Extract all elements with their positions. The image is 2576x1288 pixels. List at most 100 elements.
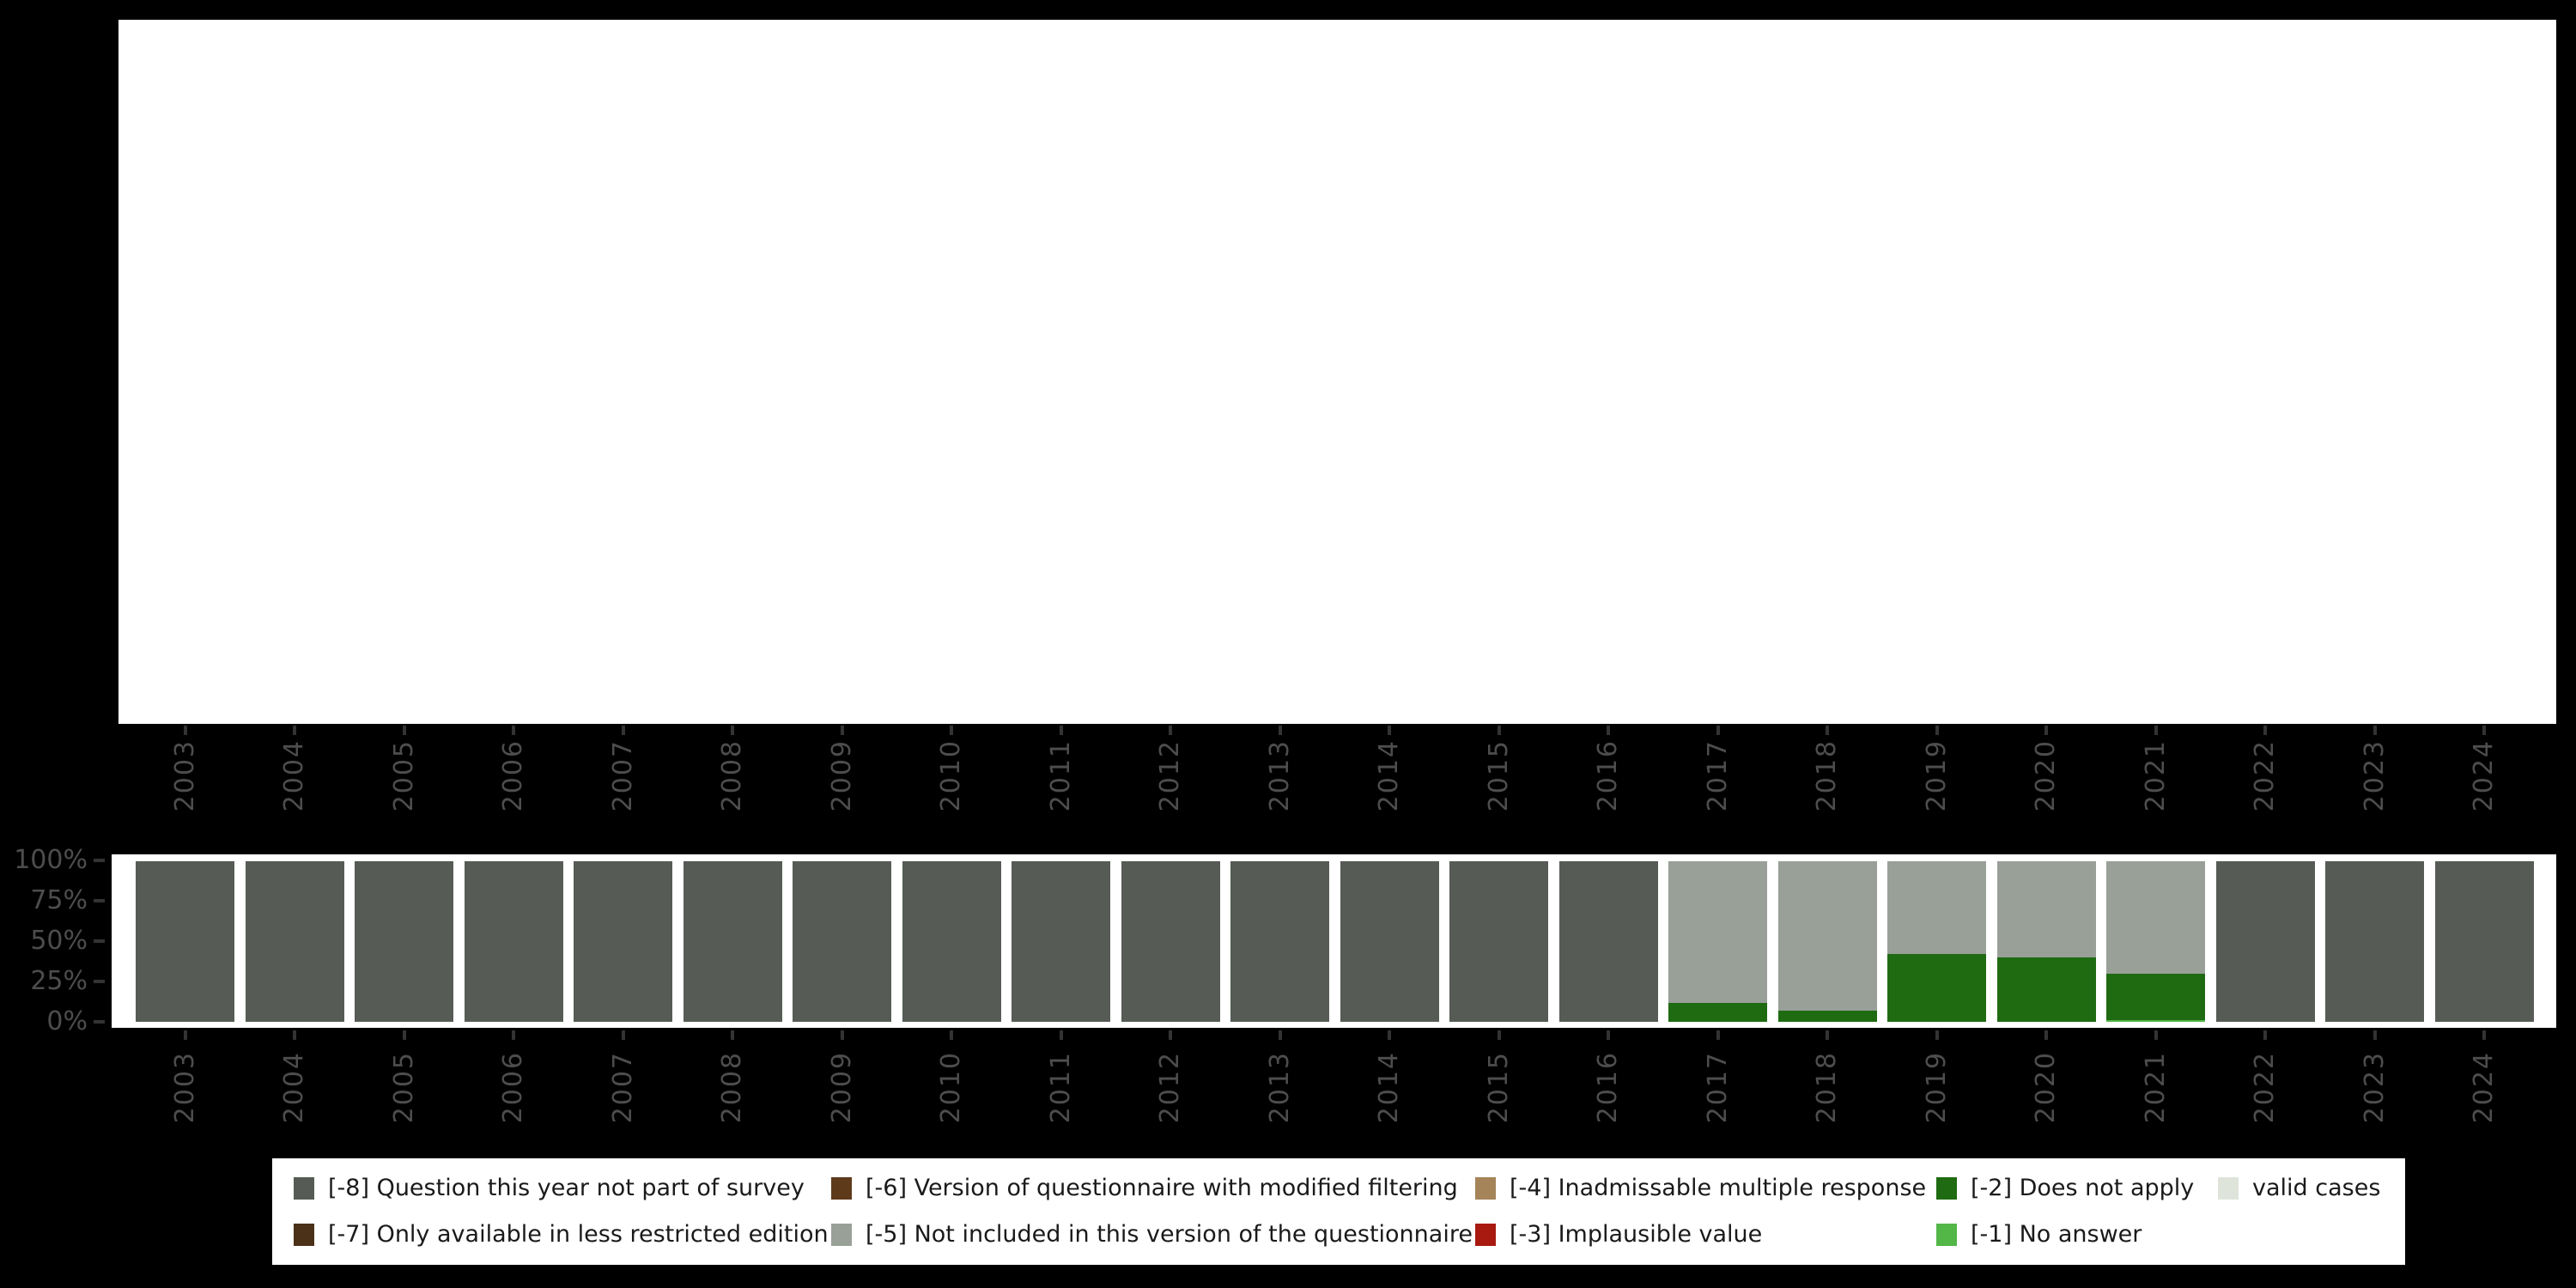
bar-cell-2018 [1773, 861, 1883, 1022]
legend-label-valid: valid cases [2252, 1175, 2381, 1202]
x-axis-year-label: 2006 [498, 739, 529, 812]
x-axis-year-label: 2016 [1593, 1051, 1624, 1124]
bar-segment--8 [1012, 861, 1111, 1022]
x-axis-cell [2211, 1030, 2321, 1041]
x-axis-cell: 2012 [1116, 1051, 1226, 1144]
y-axis-tick [94, 939, 105, 943]
x-axis-cell [1116, 1030, 1226, 1041]
bar-segment--8 [2325, 861, 2425, 1022]
x-axis-year-label: 2021 [2140, 739, 2171, 812]
bar-segment--8 [2434, 861, 2534, 1022]
bar-segment--8 [1121, 861, 1220, 1022]
legend-label--3: [-3] Implausible value [1510, 1221, 1763, 1249]
stacked-bar-2021 [2106, 861, 2206, 1022]
stacked-bar-2019 [1887, 861, 1987, 1022]
x-axis-cell: 2010 [897, 1051, 1007, 1144]
x-axis-cell [1335, 1030, 1445, 1041]
x-axis-cell: 2016 [1554, 739, 1664, 832]
x-axis-tick [1059, 726, 1063, 735]
legend-item--7: [-7] Only available in less restricted e… [294, 1222, 831, 1248]
bar-cell-2011 [1006, 861, 1116, 1022]
x-axis-tick [2482, 726, 2487, 735]
stacked-bar-2014 [1340, 861, 1439, 1022]
x-axis-tick [2372, 1030, 2377, 1040]
x-axis-year-label: 2014 [1374, 1051, 1405, 1124]
bar-segment--5 [2106, 861, 2206, 974]
x-axis-year-label: 2015 [1483, 739, 1514, 812]
x-axis-year-label: 2020 [2031, 1051, 2062, 1124]
x-axis-cell: 2013 [1225, 1051, 1335, 1144]
stacked-bar-2024 [2434, 861, 2534, 1022]
x-axis-year-label: 2005 [388, 1051, 419, 1124]
x-axis-cell [2101, 726, 2211, 736]
legend-swatch-valid [2218, 1177, 2239, 1200]
x-axis-cell: 2008 [678, 739, 788, 832]
x-axis-year-label: 2009 [826, 1051, 857, 1124]
x-axis-year-label: 2004 [279, 739, 310, 812]
x-axis-tick [731, 726, 735, 735]
x-axis-cell [131, 726, 240, 736]
bar-segment--8 [793, 861, 892, 1022]
bar-cell-2006 [459, 861, 569, 1022]
y-axis-label: 100% [14, 845, 88, 875]
x-axis-cell: 2009 [787, 739, 897, 832]
x-axis-tick [1935, 726, 1939, 735]
x-axis-cell [240, 726, 350, 736]
x-axis-cell: 2013 [1225, 739, 1335, 832]
x-axis-tick [1716, 1030, 1720, 1040]
x-axis-cell: 2024 [2430, 739, 2540, 832]
x-axis-tick [2482, 1030, 2487, 1040]
stacked-bar-2018 [1777, 861, 1877, 1022]
x-axis-cell [787, 726, 897, 736]
x-axis-cell [678, 1030, 788, 1041]
x-axis-cell [1992, 1030, 2102, 1041]
x-axis-cell [349, 726, 459, 736]
x-axis-cell [1882, 1030, 1992, 1041]
x-axis-tick [293, 726, 297, 735]
x-axis-year-label: 2008 [717, 1051, 748, 1124]
bar-segment--8 [683, 861, 782, 1022]
stacked-bar-2008 [683, 861, 782, 1022]
x-axis-cell [787, 1030, 897, 1041]
x-axis-year-label: 2018 [1812, 739, 1843, 812]
x-axis-tick [950, 1030, 954, 1040]
x-axis-year-label: 2023 [2359, 1051, 2390, 1124]
x-axis-tick [2044, 1030, 2049, 1040]
x-axis-tick [621, 726, 625, 735]
legend-swatch--5 [831, 1224, 852, 1246]
x-axis-year-label: 2021 [2140, 1051, 2171, 1124]
x-axis-tick [1278, 726, 1282, 735]
x-axis-cell: 2007 [568, 1051, 678, 1144]
x-axis-cell [349, 1030, 459, 1041]
bar-segment--8 [574, 861, 673, 1022]
x-axis-cell: 2005 [349, 739, 459, 832]
stacked-bar-2009 [793, 861, 892, 1022]
x-axis-cell: 2015 [1444, 739, 1554, 832]
x-axis-cell: 2006 [459, 739, 569, 832]
bar-segment--8 [2215, 861, 2315, 1022]
stacked-bars-region [131, 861, 2539, 1022]
x-axis-cell [678, 726, 788, 736]
x-axis-tick [1607, 1030, 1611, 1040]
x-axis-year-label: 2017 [1702, 1051, 1733, 1124]
x-axis-tick [1278, 1030, 1282, 1040]
x-axis-year-label: 2013 [1264, 1051, 1295, 1124]
legend-item--5: [-5] Not included in this version of the… [831, 1222, 1475, 1248]
x-axis-tick [2044, 726, 2049, 735]
x-axis-cell: 2017 [1663, 1051, 1773, 1144]
legend-item--3: [-3] Implausible value [1475, 1222, 1936, 1248]
bar-segment--8 [136, 861, 235, 1022]
x-axis-cell [2101, 1030, 2211, 1041]
x-axis-cell: 2009 [787, 1051, 897, 1144]
x-axis-cell [2211, 726, 2321, 736]
legend-label--7: [-7] Only available in less restricted e… [328, 1221, 829, 1249]
bar-cell-2015 [1444, 861, 1554, 1022]
y-axis-tick [94, 1020, 105, 1024]
x-axis-tick [1497, 1030, 1501, 1040]
x-axis-cell [2320, 726, 2430, 736]
legend-item--1: [-1] No answer [1936, 1222, 2218, 1248]
bar-segment--2 [2106, 973, 2206, 1021]
x-axis-year-label: 2013 [1264, 739, 1295, 812]
x-axis-tick [621, 1030, 625, 1040]
bar-segment--8 [1558, 861, 1658, 1022]
